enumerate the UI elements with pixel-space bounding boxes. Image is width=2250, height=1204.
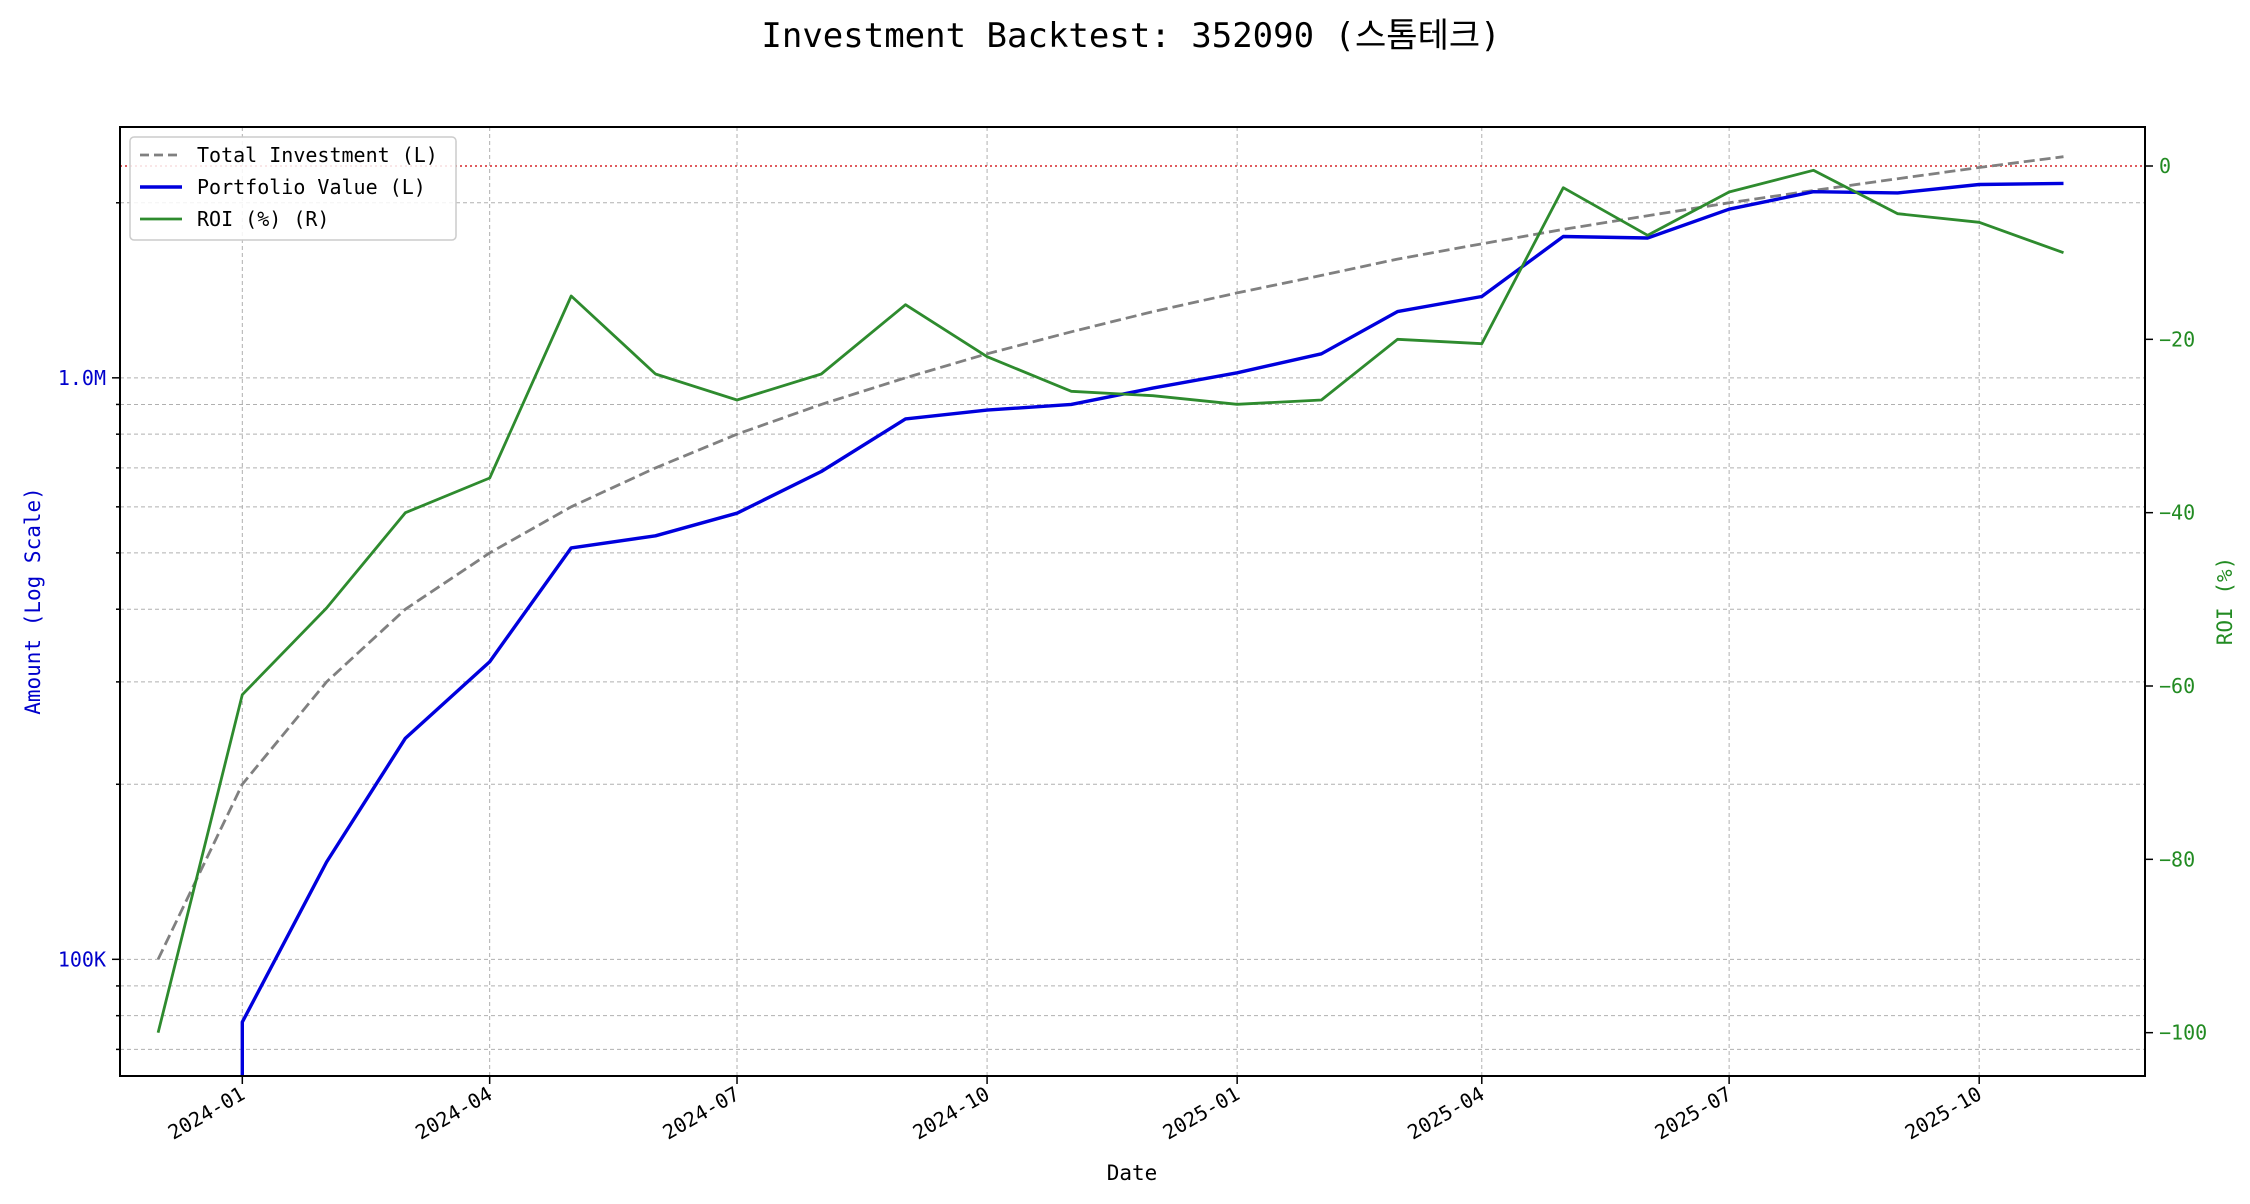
- x-tick-label: 2025-10: [1901, 1082, 1986, 1145]
- left-tick-label: 1.0M: [58, 366, 106, 390]
- left-y-axis: 100K 1.0M: [58, 202, 120, 1051]
- right-tick-label: −60: [2159, 674, 2195, 698]
- x-tick-label: 2025-04: [1403, 1082, 1488, 1145]
- x-tick-label: 2024-04: [411, 1082, 496, 1145]
- right-tick-label: 0: [2159, 154, 2171, 178]
- chart-title: Investment Backtest: 352090 (스톰테크): [761, 16, 1500, 56]
- series-line: [156, 155, 2064, 960]
- x-tick-label: 2025-01: [1159, 1082, 1244, 1145]
- x-tick-label: 2024-01: [164, 1082, 249, 1145]
- legend-label: Total Investment (L): [197, 143, 438, 167]
- series: [156, 155, 2064, 1076]
- right-tick-label: −100: [2159, 1021, 2207, 1045]
- x-axis-label: Date: [1107, 1161, 1158, 1185]
- x-tick-label: 2025-07: [1651, 1082, 1736, 1145]
- grid: [120, 127, 2145, 1076]
- series-line: [156, 168, 2064, 1034]
- right-tick-label: −20: [2159, 327, 2195, 351]
- series-line: [240, 181, 2064, 1076]
- x-axis: 2024-01 2024-04 2024-07 2024-10 2025-01 2025-…: [164, 1076, 1986, 1144]
- right-y-axis: 0 −20 −40 −60 −80 −100: [2145, 154, 2207, 1045]
- legend-label: ROI (%) (R): [197, 207, 329, 231]
- plot-frame: [119, 126, 2146, 1077]
- x-tick-label: 2024-10: [909, 1082, 994, 1145]
- legend-box: [129, 136, 457, 241]
- left-axis-label: Amount (Log Scale): [21, 487, 45, 715]
- x-tick-label: 2024-07: [659, 1082, 744, 1145]
- legend-label: Portfolio Value (L): [197, 175, 426, 199]
- right-tick-label: −40: [2159, 501, 2195, 525]
- legend: Total Investment (L) Portfolio Value (L) R…: [129, 136, 457, 241]
- left-tick-label: 100K: [58, 947, 106, 971]
- right-tick-label: −80: [2159, 847, 2195, 871]
- right-axis-label: ROI (%): [2213, 557, 2237, 646]
